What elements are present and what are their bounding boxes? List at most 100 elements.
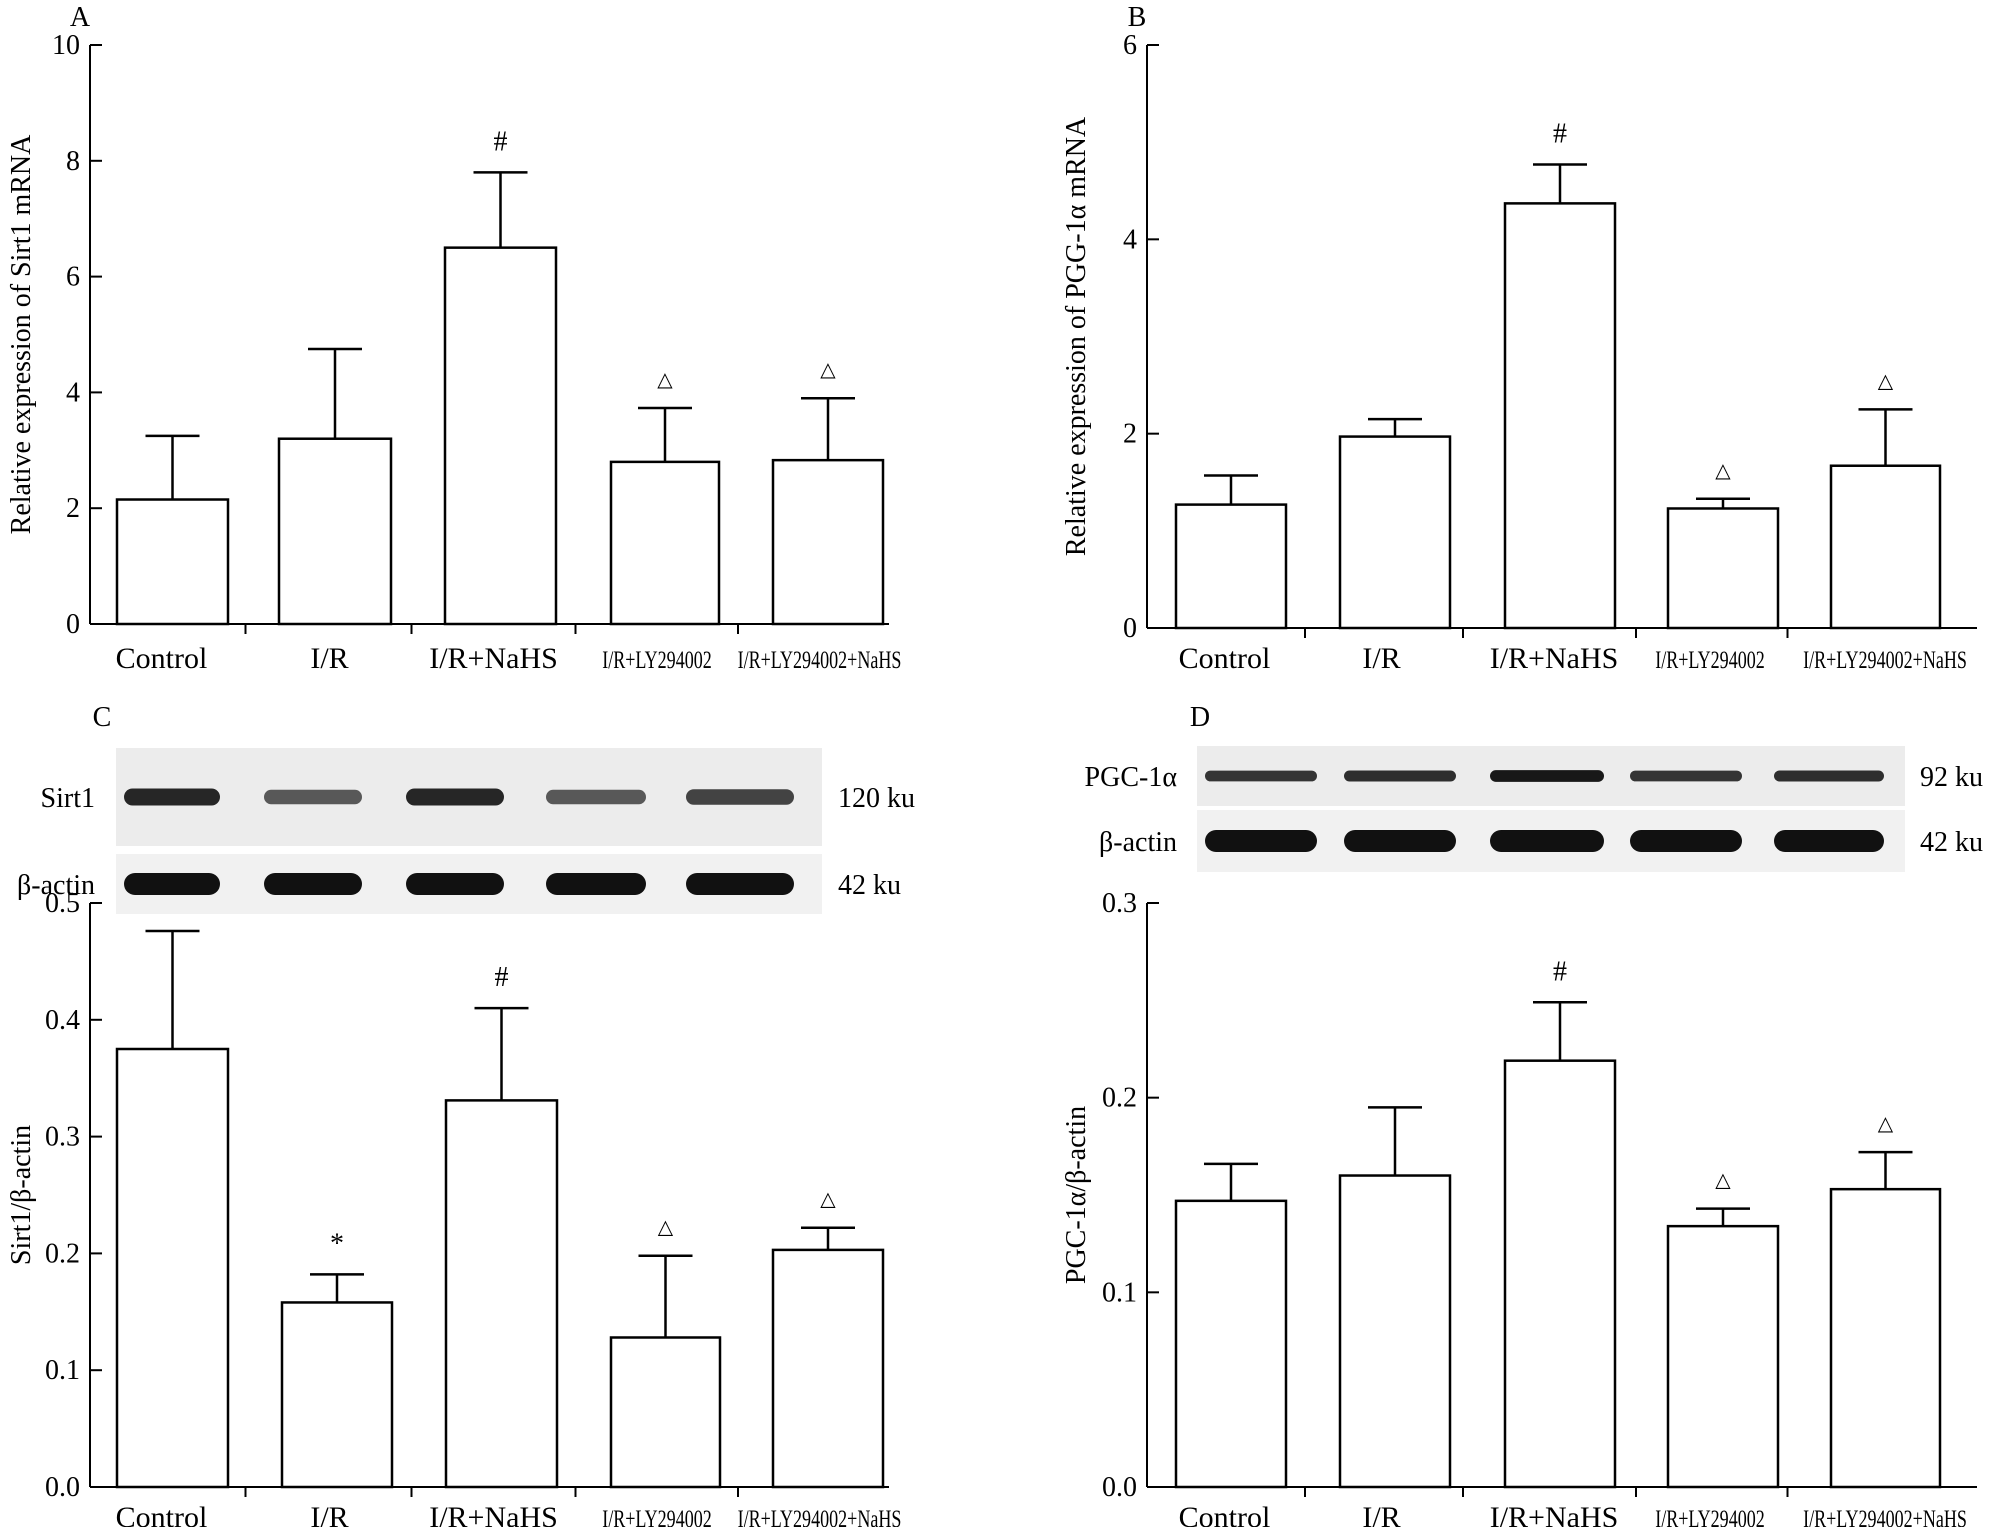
category-label: Control: [116, 1501, 208, 1527]
y-axis-label: Relative expression of PGG-1α mRNA: [1061, 116, 1092, 556]
y-tick-label: 0.1: [1102, 1277, 1137, 1308]
y-tick-label: 0.5: [45, 888, 80, 919]
panel-a: A 0 2 4 6 8 10 Control I/R # I/R+NaHS △ I/R+LY294002…: [6, 2, 901, 675]
panel-letter: A: [70, 2, 91, 33]
bar: [1503, 202, 1617, 630]
blot-band: [264, 873, 362, 895]
category-label: I/R+NaHS: [429, 1501, 558, 1527]
bar: [115, 498, 230, 626]
category-label: I/R: [1362, 642, 1400, 675]
significance-mark: △: [820, 359, 836, 381]
blot-row-label: Sirt1: [41, 783, 95, 814]
category-label: I/R+LY294002+NaHS: [738, 645, 902, 674]
significance-mark: △: [1878, 1113, 1894, 1135]
y-tick-label: 0.2: [1102, 1083, 1137, 1114]
bar: [280, 1301, 394, 1489]
blot-band: [1344, 770, 1456, 782]
category-label: I/R+LY294002+NaHS: [1803, 645, 1967, 674]
category-label: Control: [1179, 1501, 1271, 1527]
y-tick-label: 2: [66, 493, 80, 524]
y-tick-label: 0.3: [45, 1122, 80, 1153]
bar: [443, 246, 558, 626]
bar: [1503, 1059, 1617, 1489]
significance-mark: △: [657, 369, 673, 391]
blot-size-label: 42 ku: [1920, 827, 1983, 858]
category-label: I/R+NaHS: [1490, 642, 1619, 675]
bar: [609, 460, 721, 626]
y-axis-label: Sirt1/β-actin: [6, 1125, 37, 1265]
blot-row-label: β-actin: [17, 870, 95, 901]
panel-c: C 0.0 0.1 0.2 0.3 0.4 0.5 Control * I/R # I/R+NaHS △…: [6, 702, 915, 1527]
western-blot: PGC-1α 92 ku β-actin 42 ku: [1085, 746, 1983, 872]
y-tick-label: 0.1: [45, 1355, 80, 1386]
y-axis-label: PGC-1α/β-actin: [1061, 1106, 1092, 1284]
bar: [1829, 1187, 1942, 1489]
bar: [444, 1099, 559, 1489]
category-label: I/R+LY294002: [602, 1504, 712, 1527]
significance-mark: #: [1553, 119, 1567, 150]
blot-size-label: 42 ku: [838, 870, 901, 901]
significance-mark: *: [330, 1228, 344, 1259]
blot-band: [1630, 830, 1742, 852]
panel-letter: D: [1190, 702, 1210, 733]
bar: [1338, 435, 1452, 630]
blot-band: [1344, 830, 1456, 852]
panel-letter: B: [1128, 2, 1147, 33]
y-tick-label: 8: [66, 146, 80, 177]
y-tick-label: 4: [66, 377, 80, 408]
bar: [115, 1047, 230, 1489]
y-tick-label: 2: [1123, 419, 1137, 450]
significance-mark: △: [820, 1189, 836, 1211]
category-label: I/R: [310, 642, 348, 675]
bar: [771, 458, 885, 626]
category-label: Control: [116, 642, 208, 675]
category-label: I/R+NaHS: [1490, 1501, 1619, 1527]
significance-mark: △: [658, 1217, 674, 1239]
bar: [1666, 507, 1780, 630]
blot-size-label: 120 ku: [838, 783, 915, 814]
y-tick-label: 0.0: [1102, 1472, 1137, 1503]
y-axis-label: Relative expression of Sirt1 mRNA: [6, 134, 37, 535]
category-label: I/R+LY294002+NaHS: [1803, 1504, 1967, 1527]
blot-band: [686, 873, 794, 895]
category-label: I/R+LY294002: [602, 645, 712, 674]
panel-b: B 0 2 4 6 Control I/R # I/R+NaHS △ I/R+LY294002 △ I/…: [1061, 2, 1977, 675]
category-label: Control: [1179, 642, 1271, 675]
y-tick-label: 0: [1123, 613, 1137, 644]
western-blot: Sirt1 120 ku β-actin 42 ku: [17, 748, 915, 914]
y-tick-label: 0.4: [45, 1005, 80, 1036]
y-tick-label: 6: [66, 262, 80, 293]
panel-d: D 0.0 0.1 0.2 0.3 Control I/R # I/R+NaHS △ I/R+LY2…: [1061, 702, 1983, 1527]
blot-band: [264, 789, 362, 805]
blot-size-label: 92 ku: [1920, 762, 1983, 793]
significance-mark: △: [1878, 370, 1894, 392]
category-label: I/R: [1362, 1501, 1400, 1527]
blot-band: [686, 789, 794, 805]
bar: [1829, 464, 1942, 630]
blot-row-label: PGC-1α: [1085, 762, 1178, 793]
significance-mark: △: [1715, 1170, 1731, 1192]
significance-mark: #: [495, 962, 509, 993]
blot-band: [1490, 830, 1604, 852]
blot-band: [406, 873, 504, 895]
y-tick-label: 10: [52, 30, 80, 61]
blot-band: [1205, 770, 1317, 782]
category-label: I/R+LY294002: [1655, 645, 1765, 674]
y-tick-label: 0: [66, 609, 80, 640]
significance-mark: △: [1715, 460, 1731, 482]
blot-band: [124, 873, 220, 895]
bar: [1666, 1224, 1780, 1489]
blot-band: [1774, 770, 1884, 782]
y-tick-label: 4: [1123, 224, 1137, 255]
y-tick-label: 0.2: [45, 1238, 80, 1269]
category-label: I/R: [310, 1501, 348, 1527]
bar: [771, 1248, 885, 1489]
bar: [277, 437, 393, 626]
y-tick-label: 0.0: [45, 1472, 80, 1503]
bar: [1174, 1199, 1288, 1489]
blot-band: [546, 789, 646, 805]
blot-band: [1490, 770, 1604, 782]
blot-band: [406, 788, 504, 806]
category-label: I/R+NaHS: [429, 642, 558, 675]
